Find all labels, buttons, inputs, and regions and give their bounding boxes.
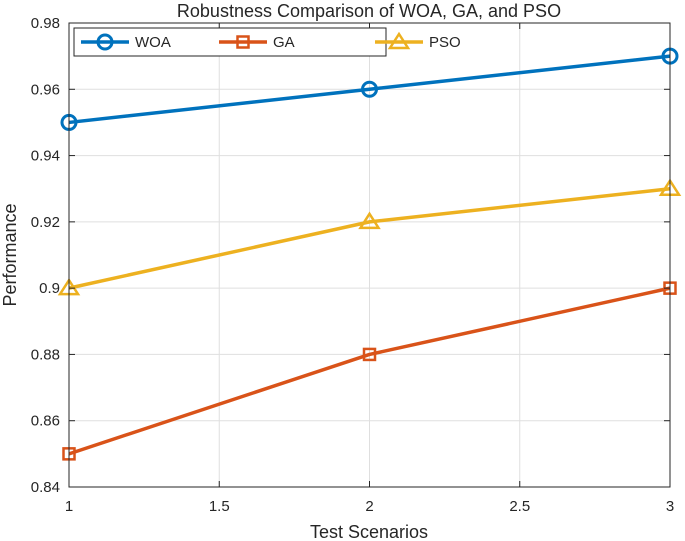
series-ga-line bbox=[68, 286, 671, 456]
y-tick-label: 0.84 bbox=[31, 479, 60, 496]
x-tick-label: 1.5 bbox=[209, 498, 230, 515]
x-tick-label: 2.5 bbox=[509, 498, 530, 515]
legend-marker-pso bbox=[387, 31, 411, 50]
ticks-group: 1 1.5 2 2.5 3 0.84 0.86 0.88 0.9 0.92 0.94 0.96 0.98 bbox=[31, 15, 674, 515]
legend-marker-ga bbox=[236, 35, 250, 49]
series-ga-point bbox=[362, 347, 377, 362]
y-tick-label: 0.98 bbox=[31, 15, 60, 32]
y-tick-label: 0.92 bbox=[31, 214, 60, 231]
chart-title: Robustness Comparison of WOA, GA, and PS… bbox=[177, 1, 561, 21]
x-tick-label: 2 bbox=[365, 498, 373, 515]
y-tick-label: 0.88 bbox=[31, 346, 60, 363]
y-tick-label: 0.94 bbox=[31, 148, 60, 165]
legend-marker-woa bbox=[96, 33, 114, 51]
legend-label-ga: GA bbox=[273, 34, 295, 51]
series-woa-point bbox=[361, 80, 378, 98]
series-woa-line bbox=[68, 54, 671, 125]
y-tick-label: 0.96 bbox=[31, 81, 60, 98]
y-axis-label: Performance bbox=[0, 203, 20, 306]
legend: WOA GA PSO bbox=[73, 27, 461, 57]
legend-label-pso: PSO bbox=[429, 34, 461, 51]
x-tick-label: 3 bbox=[666, 498, 674, 515]
y-tick-label: 0.9 bbox=[39, 280, 60, 297]
x-axis-label: Test Scenarios bbox=[310, 522, 428, 541]
y-tick-label: 0.86 bbox=[31, 413, 60, 430]
series-pso-line bbox=[68, 186, 671, 290]
series-pso-point bbox=[358, 211, 381, 230]
x-tick-label: 1 bbox=[65, 498, 73, 515]
legend-label-woa: WOA bbox=[135, 34, 171, 51]
